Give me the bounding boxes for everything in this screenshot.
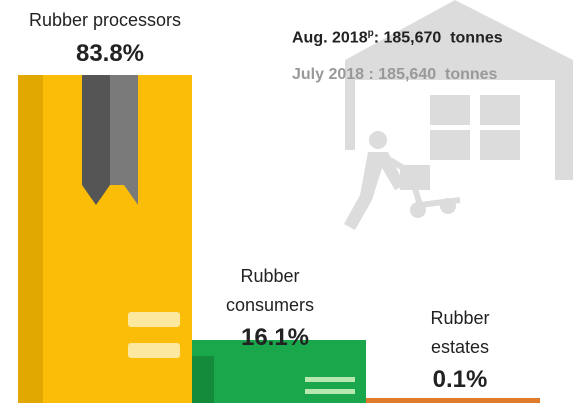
category-label: Rubber consumers [225,266,315,315]
category-label: Rubber estates [430,308,490,357]
value-label: 0.1% [432,366,488,393]
annotation-label: Aug. 2018 [292,29,368,47]
decoration [18,75,540,403]
warehouse-icon [344,0,573,230]
annotation-sup: p [367,28,374,39]
category-label: Rubber processors [28,10,182,30]
annotation-value: : 185,670 tonnes [373,29,503,47]
value-label: 83.8% [75,40,145,67]
annotation: Aug. 2018p: 185,670 tonnes [292,28,503,47]
annotation: July 2018 : 185,640 tonnes [292,66,498,83]
value-label: 16.1% [240,324,310,351]
